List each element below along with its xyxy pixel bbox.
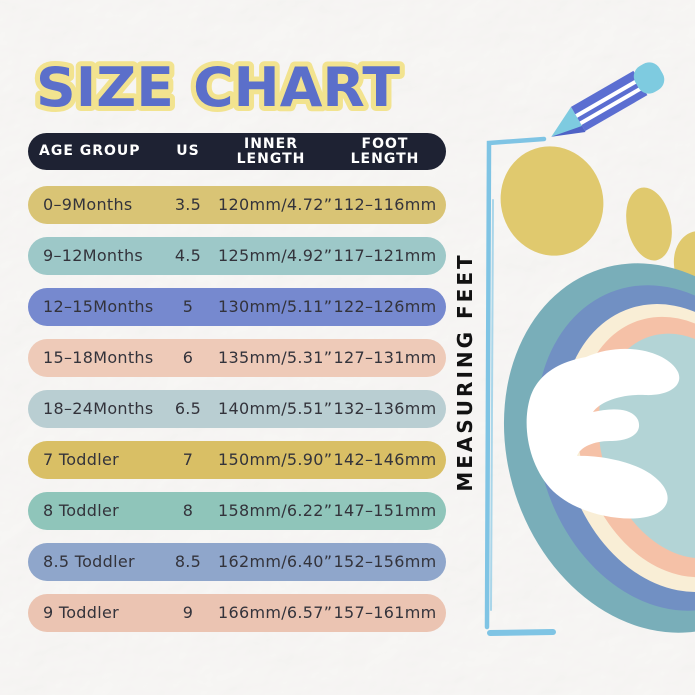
measuring-feet-label: MEASURING FEET: [453, 252, 477, 492]
cell-us-size: 9: [182, 602, 194, 622]
cell-inner-length: 162mm/6.40”: [218, 551, 333, 571]
cell-age-group: 8.5 Toddler: [43, 551, 135, 571]
cell-us-size: 6: [182, 347, 194, 367]
cell-age-group: 9 Toddler: [43, 602, 119, 622]
cell-inner-length: 166mm/6.57”: [218, 602, 333, 622]
cell-foot-length: 122–126mm: [333, 296, 437, 316]
cell-inner-length: 130mm/5.11”: [218, 296, 333, 316]
cell-age-group: 12–15Months: [43, 296, 154, 316]
cell-age-group: 15–18Months: [43, 347, 154, 367]
cell-us-size: 7: [182, 449, 194, 469]
size-table: AGE GROUP US INNER LENGTH FOOT LENGTH 0–…: [28, 133, 446, 633]
table-row: 12–15Months 5 130mm/5.11” 122–126mm: [28, 288, 446, 326]
cell-us-size: 5: [182, 296, 194, 316]
cell-inner-length: 120mm/4.72”: [218, 194, 333, 214]
table-row: 8 Toddler 8 158mm/6.22” 147–151mm: [28, 492, 446, 530]
header-age-group: AGE GROUP: [39, 143, 141, 160]
cell-us-size: 8: [182, 500, 194, 520]
page-title: SIZE CHART: [31, 51, 405, 124]
cell-inner-length: 135mm/5.31”: [218, 347, 333, 367]
table-row: 7 Toddler 7 150mm/5.90” 142–146mm: [28, 441, 446, 479]
cell-age-group: 7 Toddler: [43, 449, 119, 469]
header-foot-length: FOOT LENGTH: [350, 135, 420, 167]
cell-age-group: 9–12Months: [43, 245, 144, 265]
header-inner-length: INNER LENGTH: [236, 135, 306, 167]
cell-foot-length: 147–151mm: [333, 500, 437, 520]
table-row: 15–18Months 6 135mm/5.31” 127–131mm: [28, 339, 446, 377]
cell-us-size: 6.5: [174, 398, 202, 418]
cell-age-group: 8 Toddler: [43, 500, 119, 520]
cell-inner-length: 150mm/5.90”: [218, 449, 333, 469]
cell-us-size: 3.5: [174, 194, 202, 214]
cell-foot-length: 112–116mm: [333, 194, 437, 214]
cell-inner-length: 140mm/5.51”: [218, 398, 333, 418]
cell-us-size: 8.5: [174, 551, 202, 571]
cell-foot-length: 152–156mm: [333, 551, 437, 571]
table-row: 9 Toddler 9 166mm/6.57” 157–161mm: [28, 594, 446, 632]
cell-inner-length: 125mm/4.92”: [218, 245, 333, 265]
table-header-row: AGE GROUP US INNER LENGTH FOOT LENGTH: [28, 133, 446, 170]
table-row: 9–12Months 4.5 125mm/4.92” 117–121mm: [28, 237, 446, 275]
header-us-size: US: [176, 143, 200, 160]
cell-foot-length: 132–136mm: [333, 398, 437, 418]
cell-us-size: 4.5: [174, 245, 202, 265]
cell-foot-length: 142–146mm: [333, 449, 437, 469]
cell-foot-length: 127–131mm: [333, 347, 437, 367]
table-row: 8.5 Toddler 8.5 162mm/6.40” 152–156mm: [28, 543, 446, 581]
cell-inner-length: 158mm/6.22”: [218, 500, 333, 520]
table-row: 18–24Months 6.5 140mm/5.51” 132–136mm: [28, 390, 446, 428]
cell-age-group: 0–9Months: [43, 194, 133, 214]
cell-age-group: 18–24Months: [43, 398, 154, 418]
cell-foot-length: 157–161mm: [333, 602, 437, 622]
page-title-text: SIZE CHART: [36, 56, 400, 119]
table-row: 0–9Months 3.5 120mm/4.72” 112–116mm: [28, 186, 446, 224]
cell-foot-length: 117–121mm: [333, 245, 437, 265]
